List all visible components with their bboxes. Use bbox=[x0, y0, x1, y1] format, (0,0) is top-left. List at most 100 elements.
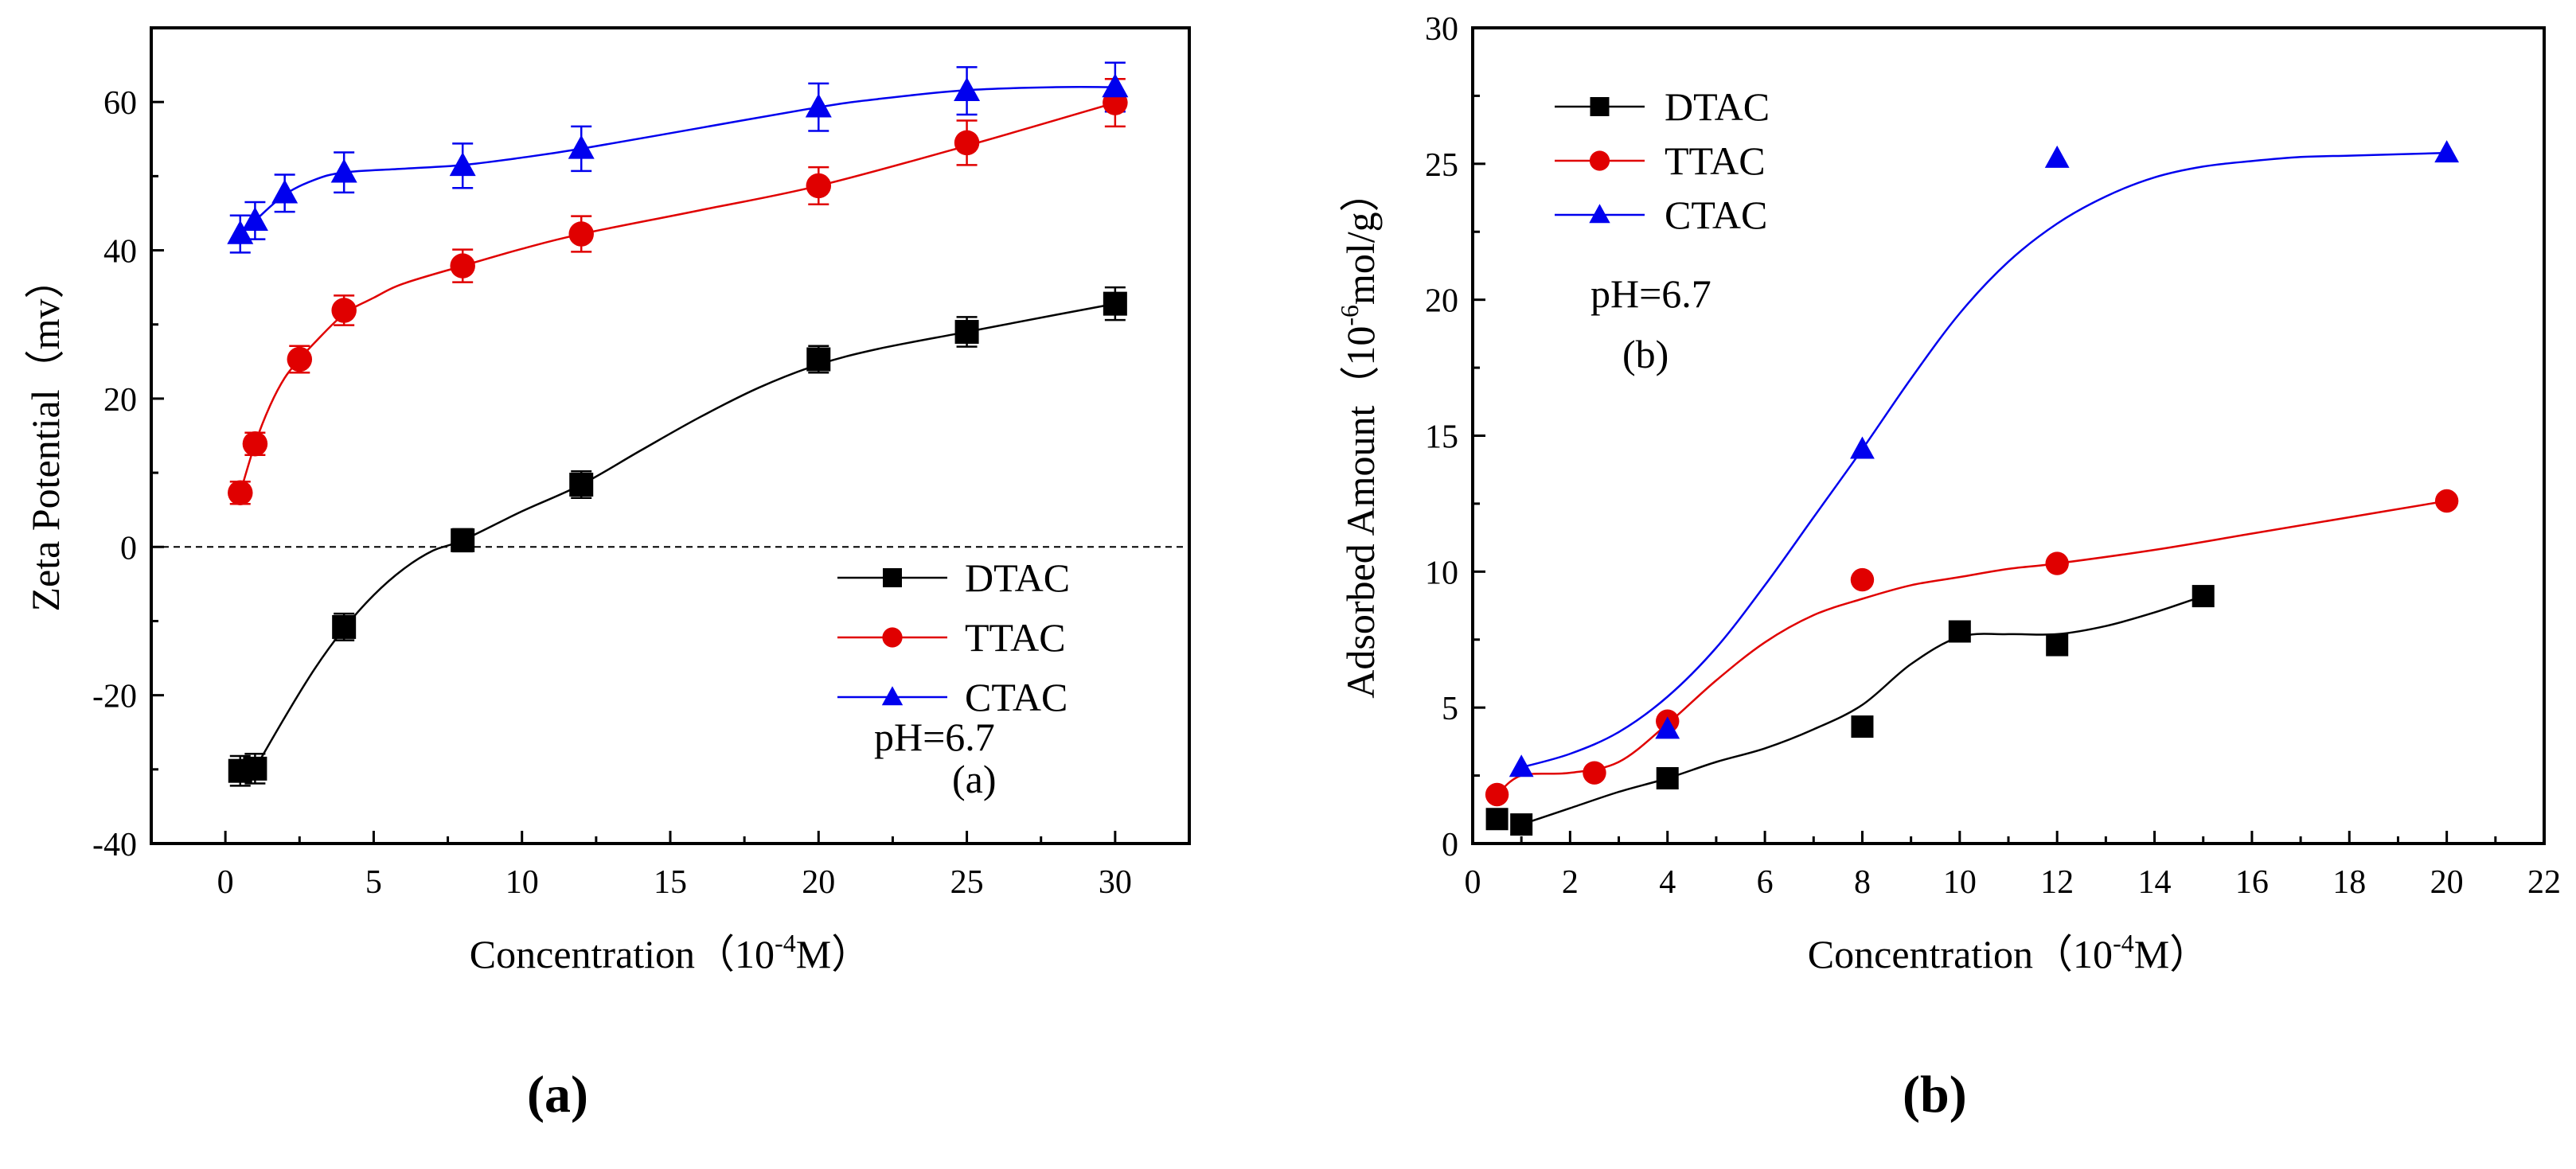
x-tick-label-a: 30 bbox=[1099, 864, 1132, 901]
data-point-b-dtac bbox=[1851, 715, 1874, 738]
data-point-a-ctac bbox=[227, 220, 254, 244]
data-point-a-dtac bbox=[569, 473, 594, 497]
y-tick-label-a: 40 bbox=[103, 234, 137, 271]
plot-frame-a bbox=[150, 26, 1191, 845]
y-tick-label-b: 30 bbox=[1425, 11, 1458, 48]
series-line-a-ctac bbox=[239, 86, 1115, 235]
legend-label-a-dtac: DTAC bbox=[965, 555, 1070, 600]
data-point-a-ctac bbox=[805, 93, 832, 118]
data-point-a-ctac bbox=[330, 158, 357, 183]
data-point-a-ttac bbox=[287, 346, 313, 372]
legend-marker-a-ttac bbox=[882, 627, 903, 648]
chart-a: 0 5 10 15 20 25 30 -40 -20 0 20 40 60 Concentration（… bbox=[23, 26, 1191, 976]
data-point-b-ctac bbox=[1850, 436, 1875, 459]
legend-marker-b-dtac bbox=[1590, 97, 1610, 116]
y-axis-title-a: Zeta Potential（mv） bbox=[23, 259, 68, 612]
x-tick-label-b: 6 bbox=[1757, 864, 1774, 901]
x-tick-label-b: 4 bbox=[1659, 864, 1676, 901]
legend-label-a-ctac: CTAC bbox=[965, 675, 1067, 719]
y-tick-label-b: 25 bbox=[1425, 147, 1458, 184]
x-tick-label-a: 15 bbox=[654, 864, 687, 901]
x-tick-label-b: 20 bbox=[2430, 864, 2464, 901]
x-tick-label-a: 10 bbox=[505, 864, 539, 901]
data-point-b-ttac bbox=[1583, 761, 1606, 785]
data-point-a-ttac bbox=[242, 431, 268, 457]
data-point-b-dtac bbox=[1510, 813, 1533, 836]
legend-marker-a-ctac bbox=[881, 686, 904, 706]
x-tick-label-b: 10 bbox=[1943, 864, 1977, 901]
data-point-a-ttac bbox=[331, 298, 357, 323]
series-line-b-dtac bbox=[1520, 594, 2204, 826]
panel-label-b: (b) bbox=[1903, 1066, 1967, 1124]
annotation-ph-b: pH=6.7 bbox=[1590, 271, 1711, 316]
x-tick-label-a: 0 bbox=[217, 864, 234, 901]
data-point-b-ctac bbox=[1509, 754, 1534, 777]
series-line-b-ttac bbox=[1496, 500, 2447, 796]
plot-frame-b bbox=[1471, 26, 2546, 845]
y-tick-label-a: -40 bbox=[92, 827, 137, 863]
data-point-b-ctac bbox=[1655, 716, 1680, 739]
y-tick-label-b: 15 bbox=[1425, 419, 1458, 456]
data-point-b-ctac bbox=[2044, 145, 2070, 168]
x-tick-label-b: 12 bbox=[2040, 864, 2074, 901]
data-point-a-ctac bbox=[1102, 73, 1129, 98]
data-point-b-dtac bbox=[1656, 767, 1679, 789]
y-tick-label-b: 20 bbox=[1425, 283, 1458, 320]
x-axis-title-b: Concentration（10-4M） bbox=[1808, 929, 2209, 976]
y-tick-label-b: 0 bbox=[1442, 827, 1458, 863]
annotation-label-a: (a) bbox=[952, 757, 997, 801]
data-point-a-ttac bbox=[450, 253, 475, 279]
data-point-a-ctac bbox=[271, 179, 299, 204]
data-point-b-dtac bbox=[2192, 585, 2215, 608]
data-point-a-ctac bbox=[449, 152, 476, 177]
data-point-a-dtac bbox=[1103, 291, 1127, 316]
data-point-a-ttac bbox=[228, 480, 253, 505]
series-line-b-ctac bbox=[1520, 151, 2447, 769]
data-point-a-ctac bbox=[241, 207, 268, 232]
data-point-b-ttac bbox=[2045, 551, 2069, 575]
data-point-a-dtac bbox=[451, 528, 475, 552]
data-point-b-ttac bbox=[1485, 782, 1509, 807]
data-point-a-ctac bbox=[954, 76, 981, 101]
x-tick-label-b: 16 bbox=[2235, 864, 2269, 901]
annotation-label-b: (b) bbox=[1622, 332, 1669, 376]
y-axis-title-b: Adsorbed Amount（10-6mol/g） bbox=[1335, 172, 1383, 698]
chart-b: 0 2 4 6 8 10 12 14 16 18 20 22 0 5 10 15 20 25 30 Concentr… bbox=[1335, 11, 2561, 976]
annotation-ph-a: pH=6.7 bbox=[874, 715, 995, 759]
y-tick-label-b: 5 bbox=[1442, 691, 1458, 727]
x-tick-label-b: 18 bbox=[2332, 864, 2366, 901]
x-tick-label-b: 14 bbox=[2138, 864, 2172, 901]
legend-marker-a-dtac bbox=[883, 568, 902, 587]
y-tick-label-a: 0 bbox=[120, 530, 137, 567]
x-tick-label-a: 20 bbox=[802, 864, 835, 901]
legend-marker-b-ctac bbox=[1589, 204, 1610, 224]
data-point-a-dtac bbox=[243, 756, 267, 781]
x-tick-label-a: 25 bbox=[950, 864, 984, 901]
data-point-b-ctac bbox=[2434, 140, 2460, 163]
legend-b: DTAC TTAC CTAC bbox=[1555, 84, 1770, 237]
y-tick-label-b: 10 bbox=[1425, 555, 1458, 591]
data-point-a-ttac bbox=[954, 130, 980, 156]
x-tick-label-b: 8 bbox=[1854, 864, 1871, 901]
y-tick-label-a: 20 bbox=[103, 382, 137, 419]
y-tick-label-a: -20 bbox=[92, 679, 137, 715]
data-point-a-ttac bbox=[806, 173, 832, 199]
legend-marker-b-ttac bbox=[1589, 150, 1610, 171]
x-tick-label-b: 2 bbox=[1562, 864, 1579, 901]
data-point-b-dtac bbox=[2046, 633, 2069, 657]
legend-label-b-dtac: DTAC bbox=[1665, 84, 1770, 129]
legend-a: DTAC TTAC CTAC bbox=[837, 555, 1070, 719]
data-point-a-ctac bbox=[568, 134, 595, 159]
y-tick-label-a: 60 bbox=[103, 85, 137, 122]
data-point-b-ttac bbox=[2434, 489, 2459, 513]
data-point-a-ttac bbox=[568, 221, 594, 247]
data-point-a-dtac bbox=[954, 320, 979, 345]
data-point-b-ttac bbox=[1850, 567, 1875, 592]
legend-label-b-ttac: TTAC bbox=[1665, 138, 1766, 183]
legend-label-b-ctac: CTAC bbox=[1665, 193, 1767, 237]
legend-label-a-ttac: TTAC bbox=[965, 615, 1066, 660]
data-point-a-dtac bbox=[332, 614, 357, 639]
panel-label-a: (a) bbox=[527, 1066, 588, 1124]
data-point-b-dtac bbox=[1948, 620, 1971, 643]
data-point-a-dtac bbox=[806, 347, 831, 372]
